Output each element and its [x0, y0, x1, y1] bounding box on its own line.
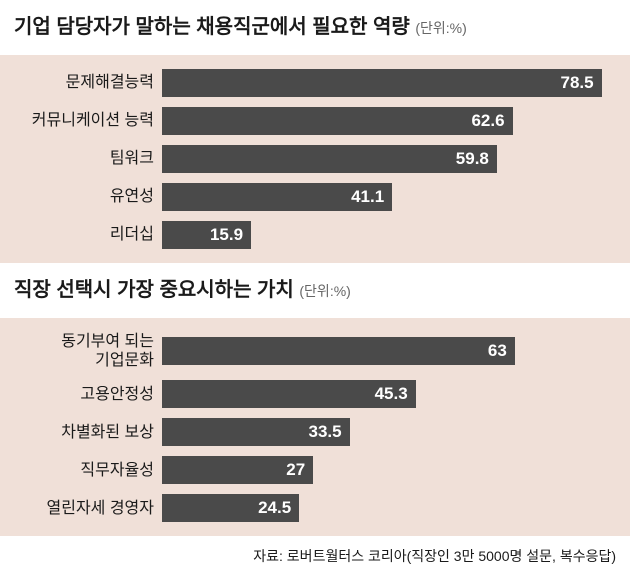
bar-track: 45.3 — [162, 380, 610, 408]
bar-track: 63 — [162, 337, 610, 365]
bar-row: 팀워크 59.8 — [0, 145, 610, 173]
bar-value: 59.8 — [456, 149, 489, 169]
bar-label: 차별화된 보상 — [0, 423, 162, 442]
bar-value: 78.5 — [561, 73, 594, 93]
bar-row: 열린자세 경영자 24.5 — [0, 494, 610, 522]
bars-container-2: 동기부여 되는기업문화 63 고용안정성 45.3 차별화된 보상 33.5 직무자율성 27… — [0, 318, 630, 536]
bar-value: 33.5 — [309, 422, 342, 442]
bar-value: 63 — [488, 341, 507, 361]
bar-row: 동기부여 되는기업문화 63 — [0, 332, 610, 370]
bars-container-1: 문제해결능력 78.5 커뮤니케이션 능력 62.6 팀워크 59.8 유연성 41.1 리더십… — [0, 55, 630, 263]
bar-label: 직무자율성 — [0, 461, 162, 480]
chart-section-2: 직장 선택시 가장 중요시하는 가치 (단위:%) 동기부여 되는기업문화 63 고… — [0, 263, 630, 536]
chart-unit-2: (단위:%) — [299, 283, 350, 299]
bar-label: 유연성 — [0, 187, 162, 206]
bar-track: 62.6 — [162, 107, 610, 135]
chart-unit-1: (단위:%) — [415, 20, 466, 36]
bar-fill: 33.5 — [162, 418, 350, 446]
bar-track: 78.5 — [162, 69, 610, 97]
chart-section-1: 기업 담당자가 말하는 채용직군에서 필요한 역량 (단위:%) 문제해결능력 7… — [0, 0, 630, 263]
bar-label: 고용안정성 — [0, 385, 162, 404]
bar-value: 45.3 — [375, 384, 408, 404]
bar-track: 15.9 — [162, 221, 610, 249]
bar-row: 차별화된 보상 33.5 — [0, 418, 610, 446]
bar-track: 41.1 — [162, 183, 610, 211]
bar-label: 열린자세 경영자 — [0, 499, 162, 518]
bar-row: 직무자율성 27 — [0, 456, 610, 484]
bar-label: 리더십 — [0, 225, 162, 244]
bar-label: 팀워크 — [0, 149, 162, 168]
chart-title-2: 직장 선택시 가장 중요시하는 가치 (단위:%) — [0, 263, 630, 318]
bar-value: 15.9 — [210, 225, 243, 245]
bar-value: 62.6 — [471, 111, 504, 131]
bar-track: 27 — [162, 456, 610, 484]
bar-value: 41.1 — [351, 187, 384, 207]
bar-fill: 41.1 — [162, 183, 392, 211]
bar-label: 동기부여 되는기업문화 — [0, 332, 162, 370]
bar-fill: 63 — [162, 337, 515, 365]
bar-track: 59.8 — [162, 145, 610, 173]
bar-row: 고용안정성 45.3 — [0, 380, 610, 408]
bar-value: 24.5 — [258, 498, 291, 518]
bar-label: 커뮤니케이션 능력 — [0, 111, 162, 130]
bar-value: 27 — [286, 460, 305, 480]
bar-track: 33.5 — [162, 418, 610, 446]
bar-fill: 45.3 — [162, 380, 416, 408]
source-text: 자료: 로버트월터스 코리아(직장인 3만 5000명 설문, 복수응답) — [0, 536, 630, 566]
chart-title-1: 기업 담당자가 말하는 채용직군에서 필요한 역량 (단위:%) — [0, 0, 630, 55]
bar-row: 유연성 41.1 — [0, 183, 610, 211]
bar-row: 문제해결능력 78.5 — [0, 69, 610, 97]
bar-fill: 15.9 — [162, 221, 251, 249]
bar-fill: 27 — [162, 456, 313, 484]
bar-fill: 62.6 — [162, 107, 513, 135]
bar-fill: 78.5 — [162, 69, 602, 97]
chart-title-text-1: 기업 담당자가 말하는 채용직군에서 필요한 역량 — [14, 16, 410, 38]
chart-title-text-2: 직장 선택시 가장 중요시하는 가치 — [14, 279, 294, 301]
bar-label: 문제해결능력 — [0, 73, 162, 92]
bar-fill: 24.5 — [162, 494, 299, 522]
bar-fill: 59.8 — [162, 145, 497, 173]
bar-row: 리더십 15.9 — [0, 221, 610, 249]
bar-row: 커뮤니케이션 능력 62.6 — [0, 107, 610, 135]
bar-track: 24.5 — [162, 494, 610, 522]
